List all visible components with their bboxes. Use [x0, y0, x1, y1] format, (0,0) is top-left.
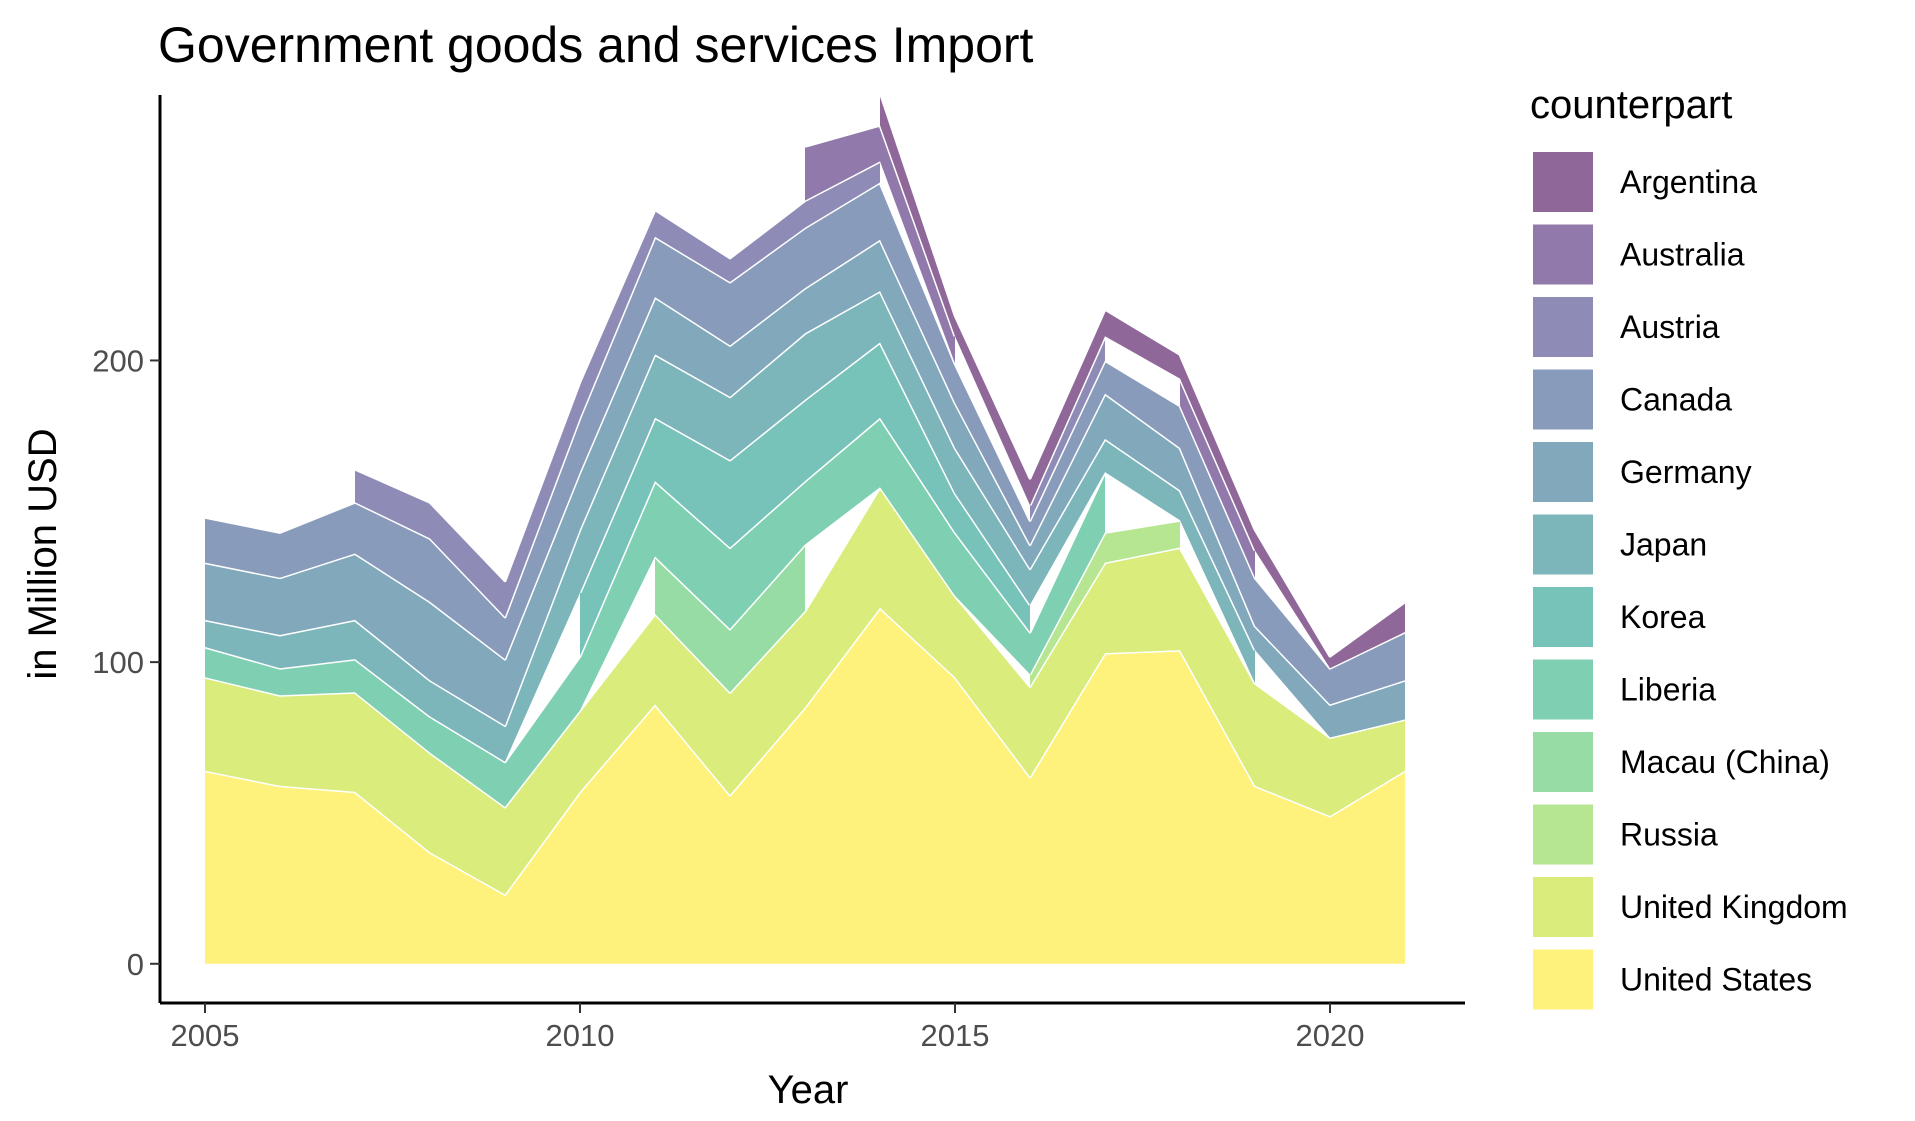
legend-item-united-states: United States: [1533, 949, 1812, 1010]
legend-item-canada: Canada: [1533, 369, 1732, 430]
legend-item-korea: Korea: [1533, 587, 1706, 647]
area-russia: [1030, 520, 1180, 687]
legend-item-united-kingdom: United Kingdom: [1533, 877, 1848, 937]
y-tick-label: 100: [92, 645, 144, 680]
legend-label: Macau (China): [1620, 744, 1830, 780]
axes: 0 100 200 2005 2010 2015 2020: [92, 95, 1465, 1053]
legend-label: Liberia: [1620, 672, 1716, 708]
line-austria: [354, 160, 881, 583]
legend-swatch: [1533, 732, 1593, 792]
x-axis-label: Year: [768, 1068, 849, 1112]
legend-swatch: [1533, 659, 1593, 720]
legend-item-austria: Austria: [1533, 297, 1720, 357]
legend-label: Germany: [1620, 454, 1752, 490]
area-macau-china: [655, 544, 805, 693]
legend-swatch: [1533, 442, 1593, 502]
legend-label: Argentina: [1620, 164, 1757, 200]
legend-item-russia: Russia: [1533, 804, 1718, 865]
legend-swatch: [1533, 152, 1593, 212]
legend-item-liberia: Liberia: [1533, 659, 1716, 720]
area-liberia: [205, 417, 1105, 807]
legend-item-japan: Japan: [1533, 514, 1707, 575]
area-united-kingdom: [205, 487, 1405, 895]
legend-label: Canada: [1620, 382, 1732, 418]
legend-label: United States: [1620, 962, 1812, 998]
legend-label: Korea: [1620, 599, 1706, 635]
legend-label: Japan: [1620, 527, 1707, 563]
x-tick-label: 2020: [1296, 1018, 1365, 1053]
line-argentina: [878, 91, 1406, 658]
legend-item-argentina: Argentina: [1533, 152, 1757, 212]
legend-item-germany: Germany: [1533, 442, 1752, 502]
legend-label: United Kingdom: [1620, 889, 1848, 925]
y-tick-label: 200: [92, 343, 144, 378]
legend-label: Russia: [1620, 817, 1718, 853]
legend-swatch: [1533, 804, 1593, 865]
area-australia: [805, 125, 955, 364]
x-tick-label: 2015: [921, 1018, 990, 1053]
series-argentina: [878, 91, 1406, 669]
legend-item-macau-china: Macau (China): [1533, 732, 1830, 792]
area-australia: [1180, 378, 1255, 578]
area-austria: [355, 161, 880, 617]
legend-label: Australia: [1620, 237, 1745, 273]
legend-title: counterpart: [1530, 83, 1732, 127]
area-canada: [205, 182, 1405, 705]
area-layers: [204, 91, 1406, 964]
y-axis-label: in Million USD: [21, 428, 65, 679]
legend-swatch: [1533, 297, 1593, 357]
legend-swatch: [1533, 949, 1593, 1010]
y-tick-label: 0: [127, 947, 144, 982]
legend-swatch: [1533, 877, 1593, 937]
legend-item-australia: Australia: [1533, 224, 1745, 285]
legend: Argentina Australia Austria Canada Germany Ja…: [1533, 152, 1848, 1010]
area-united-states: [205, 607, 1405, 964]
chart-title: Government goods and services Import: [158, 17, 1034, 73]
area-austria: [1030, 336, 1105, 521]
legend-label: Austria: [1620, 309, 1720, 345]
x-tick-label: 2005: [171, 1018, 240, 1053]
legend-swatch: [1533, 587, 1593, 647]
legend-swatch: [1533, 369, 1593, 430]
legend-swatch: [1533, 224, 1593, 285]
legend-swatch: [1533, 514, 1593, 575]
x-tick-label: 2010: [546, 1018, 615, 1053]
